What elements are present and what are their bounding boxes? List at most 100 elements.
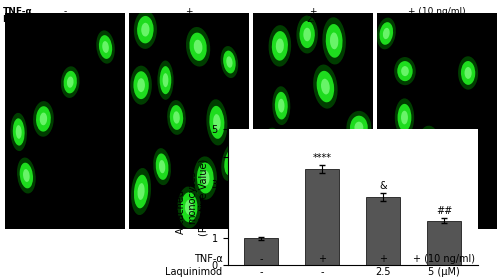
Text: -: -	[188, 15, 190, 24]
Text: TNF-α: TNF-α	[2, 7, 32, 16]
Ellipse shape	[320, 197, 336, 224]
Ellipse shape	[377, 18, 396, 49]
Ellipse shape	[160, 66, 172, 94]
Bar	[305, 169, 339, 265]
Ellipse shape	[420, 131, 437, 161]
Ellipse shape	[256, 166, 278, 212]
Ellipse shape	[201, 170, 209, 186]
Ellipse shape	[194, 157, 217, 200]
Text: Laquinimod: Laquinimod	[166, 267, 222, 277]
Text: -: -	[64, 15, 66, 24]
Ellipse shape	[181, 192, 198, 222]
Ellipse shape	[316, 192, 338, 229]
Ellipse shape	[134, 11, 157, 49]
Ellipse shape	[226, 56, 232, 68]
Ellipse shape	[213, 114, 220, 131]
Ellipse shape	[324, 204, 332, 217]
Ellipse shape	[448, 197, 462, 220]
Ellipse shape	[153, 148, 171, 185]
Ellipse shape	[138, 183, 144, 200]
Bar	[427, 220, 460, 265]
Ellipse shape	[401, 66, 409, 76]
Ellipse shape	[229, 193, 252, 232]
Ellipse shape	[13, 118, 24, 146]
Ellipse shape	[326, 24, 342, 58]
Ellipse shape	[259, 173, 274, 205]
Ellipse shape	[272, 31, 288, 61]
Ellipse shape	[190, 33, 206, 61]
Ellipse shape	[398, 104, 411, 131]
Ellipse shape	[398, 61, 412, 81]
Y-axis label: Attached U937
monocytes
(Relative Value): Attached U937 monocytes (Relative Value)	[176, 159, 209, 236]
Ellipse shape	[275, 92, 287, 120]
Ellipse shape	[263, 181, 270, 197]
Ellipse shape	[206, 99, 228, 145]
Text: TNF-α: TNF-α	[194, 254, 222, 264]
Ellipse shape	[296, 16, 318, 53]
Bar	[366, 197, 400, 265]
Ellipse shape	[16, 125, 22, 139]
Ellipse shape	[342, 160, 365, 195]
Text: +: +	[309, 7, 317, 16]
Ellipse shape	[228, 154, 235, 168]
Ellipse shape	[194, 40, 202, 54]
Ellipse shape	[424, 139, 433, 154]
Bar	[244, 238, 278, 265]
Ellipse shape	[33, 101, 54, 137]
Ellipse shape	[276, 38, 284, 53]
Ellipse shape	[346, 111, 372, 144]
Ellipse shape	[134, 71, 149, 99]
Ellipse shape	[444, 192, 465, 225]
Text: -: -	[320, 267, 324, 277]
Ellipse shape	[134, 175, 148, 208]
Ellipse shape	[186, 27, 210, 66]
Ellipse shape	[300, 21, 315, 48]
Ellipse shape	[321, 79, 330, 95]
Text: 2.5: 2.5	[375, 267, 390, 277]
Ellipse shape	[162, 73, 168, 87]
Ellipse shape	[330, 33, 338, 49]
Ellipse shape	[395, 98, 414, 137]
Ellipse shape	[40, 113, 47, 125]
Ellipse shape	[137, 16, 154, 43]
Ellipse shape	[138, 78, 145, 92]
Ellipse shape	[383, 28, 390, 39]
Ellipse shape	[350, 116, 368, 140]
Ellipse shape	[401, 111, 408, 124]
Text: 5 (μM): 5 (μM)	[428, 267, 460, 277]
Ellipse shape	[102, 41, 109, 53]
Text: 2.5: 2.5	[306, 15, 320, 24]
Ellipse shape	[220, 46, 238, 78]
Ellipse shape	[170, 105, 183, 130]
Text: +: +	[379, 254, 387, 264]
Ellipse shape	[23, 169, 30, 182]
Text: +: +	[185, 7, 193, 16]
Ellipse shape	[316, 71, 334, 102]
Ellipse shape	[67, 76, 73, 88]
Ellipse shape	[304, 28, 311, 41]
Text: -: -	[260, 254, 263, 264]
Ellipse shape	[268, 25, 291, 67]
Ellipse shape	[96, 30, 115, 64]
Ellipse shape	[418, 126, 440, 167]
Ellipse shape	[197, 163, 214, 193]
Text: -: -	[64, 7, 66, 16]
Ellipse shape	[17, 158, 36, 193]
Ellipse shape	[394, 57, 415, 85]
Ellipse shape	[20, 163, 33, 188]
Ellipse shape	[167, 100, 186, 135]
Ellipse shape	[210, 106, 224, 139]
Ellipse shape	[141, 23, 150, 36]
Ellipse shape	[354, 122, 364, 134]
Text: +: +	[318, 254, 326, 264]
Ellipse shape	[461, 61, 475, 85]
Ellipse shape	[232, 198, 248, 227]
Ellipse shape	[451, 203, 458, 214]
Ellipse shape	[156, 153, 168, 180]
Ellipse shape	[185, 200, 194, 215]
Ellipse shape	[313, 64, 338, 109]
Ellipse shape	[350, 171, 358, 184]
Ellipse shape	[61, 66, 80, 98]
Ellipse shape	[99, 35, 112, 59]
Text: 5 (μM): 5 (μM)	[422, 15, 452, 24]
